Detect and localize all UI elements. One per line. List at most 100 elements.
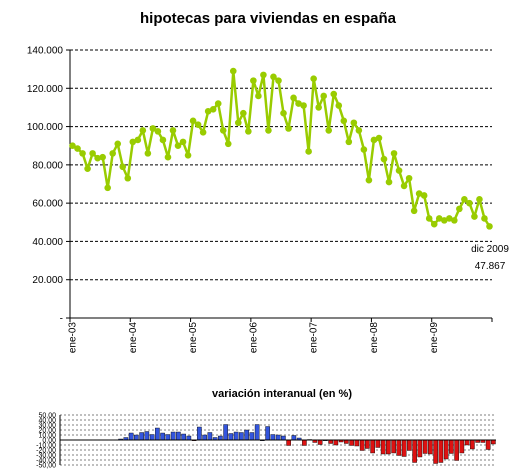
sub-y-tick-label: -10,00 xyxy=(36,443,56,450)
data-point xyxy=(365,176,373,184)
data-point xyxy=(430,220,438,228)
variation-bar xyxy=(470,439,475,450)
data-point xyxy=(174,142,182,150)
data-point xyxy=(154,128,162,135)
variation-bar xyxy=(134,434,139,441)
variation-bar xyxy=(333,439,339,446)
sub-y-tick-label: 20,00 xyxy=(38,428,56,435)
variation-bar xyxy=(428,439,433,455)
data-point xyxy=(270,73,277,81)
sub-y-tick-label: -50,00 xyxy=(36,463,56,470)
data-point xyxy=(275,77,282,84)
variation-bar xyxy=(417,439,423,458)
main-chart-series xyxy=(69,67,493,230)
variation-bar xyxy=(422,439,428,454)
variation-bar xyxy=(412,439,417,463)
data-point xyxy=(310,75,317,83)
variation-bar xyxy=(275,434,281,441)
data-point xyxy=(69,142,76,150)
data-point xyxy=(445,215,453,222)
data-point xyxy=(255,92,262,100)
data-point xyxy=(159,136,167,144)
variation-bar xyxy=(144,431,150,441)
variation-bar xyxy=(139,432,144,441)
main-x-tick-label: ene-04 xyxy=(128,322,139,354)
main-x-tick-label: ene-09 xyxy=(429,322,440,354)
main-x-tick-label: ene-08 xyxy=(369,322,380,354)
variation-bar xyxy=(170,431,176,441)
data-point xyxy=(315,104,322,111)
data-point xyxy=(129,138,137,146)
data-point xyxy=(375,134,383,142)
variation-bar xyxy=(433,439,438,464)
data-point xyxy=(189,117,197,125)
variation-bar xyxy=(286,439,291,446)
data-point xyxy=(219,127,227,134)
variation-bar xyxy=(438,439,444,463)
data-point xyxy=(119,163,127,171)
data-point xyxy=(456,205,463,213)
variation-bar xyxy=(165,434,171,441)
data-point xyxy=(104,184,111,192)
data-point xyxy=(390,150,398,157)
data-point xyxy=(99,153,106,161)
main-y-tick-label: 20.000 xyxy=(32,275,63,286)
variation-bar xyxy=(186,435,192,441)
variation-bar xyxy=(380,439,386,455)
main-x-tick-label: ene-07 xyxy=(309,322,320,354)
variation-bar xyxy=(317,439,323,445)
data-point xyxy=(124,174,132,182)
data-point xyxy=(139,127,147,134)
data-point xyxy=(300,102,307,109)
data-point xyxy=(194,121,202,128)
data-point xyxy=(330,90,338,98)
sub-chart-y-axis: 50,0040,0030,0020,0010,000,00-10,00-20,0… xyxy=(36,413,61,470)
data-point xyxy=(84,165,91,172)
data-point xyxy=(204,107,212,115)
data-point xyxy=(290,94,297,102)
main-chart-y-axis: 140.000 120.000 100.000 80.000 60.000 40.000 2… xyxy=(27,46,71,325)
sub-chart-bars xyxy=(60,424,496,464)
main-x-tick-label: ene-05 xyxy=(188,322,199,354)
variation-bar xyxy=(291,435,297,441)
sub-y-tick-label: 30,00 xyxy=(38,423,56,430)
data-point xyxy=(250,77,257,84)
variation-bar xyxy=(454,439,459,461)
variation-bar xyxy=(349,439,354,446)
data-point xyxy=(134,136,142,144)
sub-y-tick-label: 10,00 xyxy=(38,433,56,440)
data-point xyxy=(79,150,86,157)
data-point xyxy=(385,178,393,186)
data-point xyxy=(169,127,177,134)
variation-bar xyxy=(443,439,449,460)
data-point xyxy=(149,125,157,132)
variation-bar xyxy=(254,424,260,441)
variation-bar xyxy=(359,439,365,451)
data-point xyxy=(440,217,448,224)
data-point xyxy=(234,119,242,127)
variation-bar xyxy=(128,432,134,441)
main-chart-x-axis: ene-03 ene-04 ene-05 ene-06 ene-07 ene-08 ene-… xyxy=(68,317,493,354)
variation-bar xyxy=(218,435,223,441)
data-point xyxy=(405,174,413,182)
variation-bar xyxy=(265,426,270,441)
data-point xyxy=(240,109,247,117)
variation-bar xyxy=(365,439,370,449)
data-point xyxy=(265,127,272,134)
last-point-label: dic 2009 xyxy=(471,244,509,255)
variation-bar xyxy=(386,439,391,455)
variation-bar xyxy=(249,432,255,441)
data-point xyxy=(94,154,101,162)
data-point xyxy=(335,102,343,109)
data-point xyxy=(199,129,207,136)
main-x-tick-label: ene-03 xyxy=(68,322,79,354)
sub-y-tick-label: 40,00 xyxy=(38,418,56,425)
data-point xyxy=(451,217,458,224)
variation-bar xyxy=(464,439,470,446)
data-point xyxy=(320,92,328,100)
main-chart-gridlines xyxy=(70,49,492,281)
last-point-value: 47.867 xyxy=(475,261,506,272)
data-point xyxy=(295,100,302,107)
data-point xyxy=(486,223,493,230)
